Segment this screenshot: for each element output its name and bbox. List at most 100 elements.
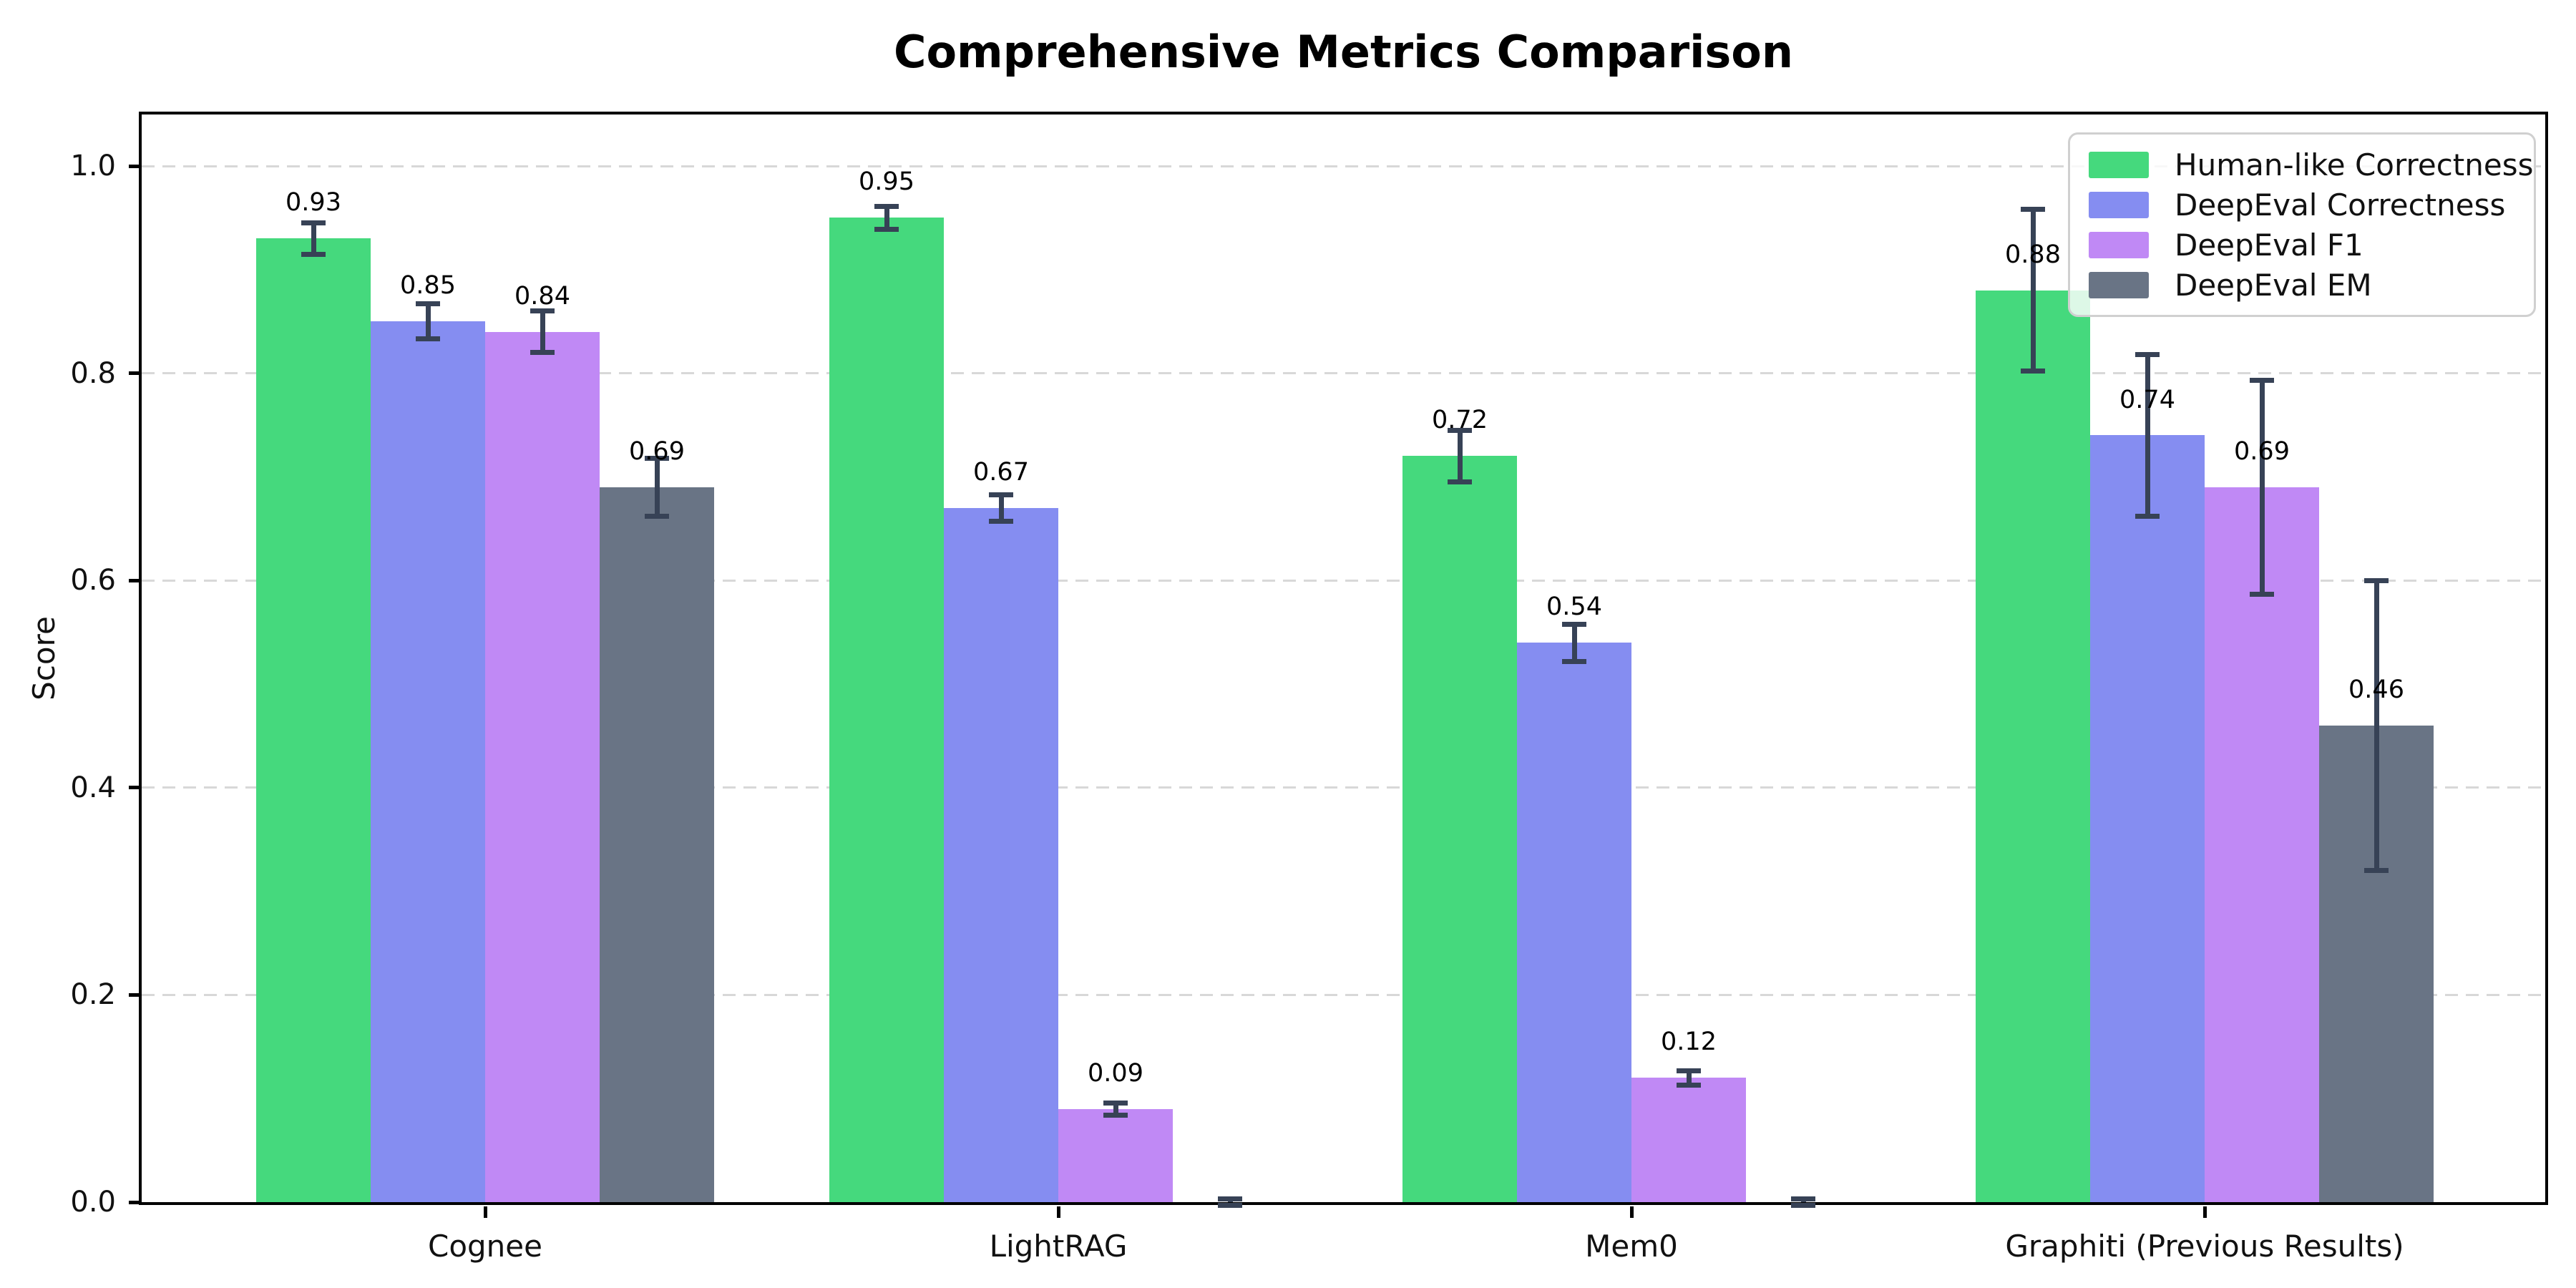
error-bar-cap	[2364, 577, 2389, 583]
bar	[1631, 1078, 1746, 1202]
y-tick-label: 1.0	[70, 150, 116, 182]
legend-item: DeepEval Correctness	[2089, 187, 2515, 223]
error-bar	[1571, 624, 1577, 662]
bar	[1402, 456, 1517, 1202]
y-gridline	[142, 579, 2545, 582]
chart-title: Comprehensive Metrics Comparison	[893, 26, 1794, 78]
error-bar-cap	[2135, 352, 2160, 358]
error-bar	[2259, 380, 2265, 595]
error-bar-cap	[645, 455, 669, 461]
error-bar-cap	[1791, 1202, 1815, 1208]
y-tick-mark	[129, 992, 139, 997]
bar	[944, 507, 1058, 1202]
bar-value-label: 0.95	[859, 167, 914, 197]
x-tick-label: Mem0	[1585, 1229, 1678, 1264]
bar-value-label: 0.74	[2119, 385, 2175, 414]
error-bar-cap	[989, 492, 1013, 497]
bar	[485, 331, 600, 1202]
bar-value-label: 0.69	[2234, 436, 2290, 466]
error-bar-cap	[1448, 427, 1472, 433]
y-gridline	[142, 165, 2545, 167]
legend-label: Human-like Correctness	[2175, 147, 2534, 182]
error-bar	[425, 303, 431, 339]
y-tick-label: 0.2	[70, 978, 116, 1012]
legend-item: Human-like Correctness	[2089, 147, 2534, 182]
error-bar-cap	[1677, 1068, 1701, 1073]
error-bar-cap	[2250, 378, 2274, 384]
bar-value-label: 0.09	[1088, 1058, 1143, 1088]
x-tick-mark	[2202, 1206, 2207, 1218]
error-bar-cap	[530, 350, 555, 356]
error-bar	[2145, 354, 2150, 517]
error-bar-cap	[301, 251, 326, 257]
error-bar-cap	[989, 519, 1013, 525]
y-gridline	[142, 372, 2545, 375]
error-bar-cap	[2135, 513, 2160, 519]
x-tick-label: LightRAG	[989, 1229, 1128, 1264]
legend-label: DeepEval Correctness	[2175, 187, 2506, 223]
error-bar-cap	[1562, 621, 1586, 627]
error-bar-cap	[1791, 1196, 1815, 1202]
bar-value-label: 0.85	[400, 271, 456, 301]
y-tick-mark	[129, 371, 139, 376]
error-bar-cap	[874, 226, 899, 232]
y-tick-label: 0.4	[70, 771, 116, 804]
legend: Human-like Correctness DeepEval Correctne…	[2068, 132, 2536, 317]
x-tick-label: Cognee	[428, 1229, 542, 1264]
error-bar-cap	[2364, 868, 2389, 874]
error-bar	[1457, 430, 1463, 482]
bar-value-label: 0.46	[2348, 675, 2404, 704]
x-tick-mark	[1056, 1206, 1060, 1218]
legend-swatch	[2089, 191, 2149, 218]
y-tick-label: 0.8	[70, 356, 116, 390]
error-bar-cap	[1448, 479, 1472, 485]
bar	[371, 321, 485, 1202]
error-bar-cap	[1677, 1082, 1701, 1088]
bar-value-label: 0.93	[286, 188, 341, 218]
bar	[600, 487, 714, 1202]
legend-label: DeepEval F1	[2175, 227, 2363, 263]
bar	[2205, 487, 2319, 1202]
y-tick-label: 0.0	[70, 1186, 116, 1219]
error-bar-cap	[2021, 207, 2045, 213]
error-bar	[1113, 1103, 1118, 1116]
legend-item: DeepEval F1	[2089, 228, 2515, 263]
y-tick-mark	[129, 786, 139, 790]
y-tick-mark	[129, 1200, 139, 1204]
bar	[2090, 435, 2205, 1202]
error-bar-cap	[416, 301, 440, 307]
bar-value-label: 0.12	[1661, 1028, 1717, 1057]
error-bar-cap	[874, 203, 899, 209]
error-bar-cap	[1218, 1202, 1242, 1208]
error-bar-cap	[1103, 1100, 1128, 1106]
error-bar	[1686, 1070, 1692, 1085]
error-bar	[311, 223, 316, 255]
legend-swatch	[2089, 271, 2149, 298]
error-bar-cap	[530, 308, 555, 314]
plot-area: Human-like Correctness DeepEval Correctne…	[70, 112, 2548, 1264]
x-tick-mark	[483, 1206, 487, 1218]
bar	[256, 238, 371, 1202]
error-bar	[2373, 580, 2379, 871]
y-tick-label: 0.6	[70, 564, 116, 597]
legend-swatch	[2089, 151, 2149, 178]
x-tick-label: Graphiti (Previous Results)	[2005, 1229, 2404, 1264]
error-bar-cap	[1103, 1112, 1128, 1118]
y-tick-mark	[129, 578, 139, 582]
error-bar	[540, 311, 545, 353]
bar	[1976, 290, 2090, 1202]
bar-value-label: 0.72	[1432, 406, 1488, 435]
legend-label: DeepEval EM	[2175, 267, 2372, 303]
bar	[1058, 1108, 1173, 1202]
legend-item: DeepEval EM	[2089, 268, 2515, 303]
legend-swatch	[2089, 231, 2149, 258]
error-bar-cap	[301, 220, 326, 226]
error-bar	[998, 494, 1004, 522]
x-tick-mark	[1629, 1206, 1634, 1218]
y-tick-mark	[129, 164, 139, 168]
bar	[829, 218, 944, 1202]
error-bar-cap	[645, 513, 669, 519]
y-gridline	[142, 786, 2545, 789]
error-bar-cap	[2250, 591, 2274, 597]
